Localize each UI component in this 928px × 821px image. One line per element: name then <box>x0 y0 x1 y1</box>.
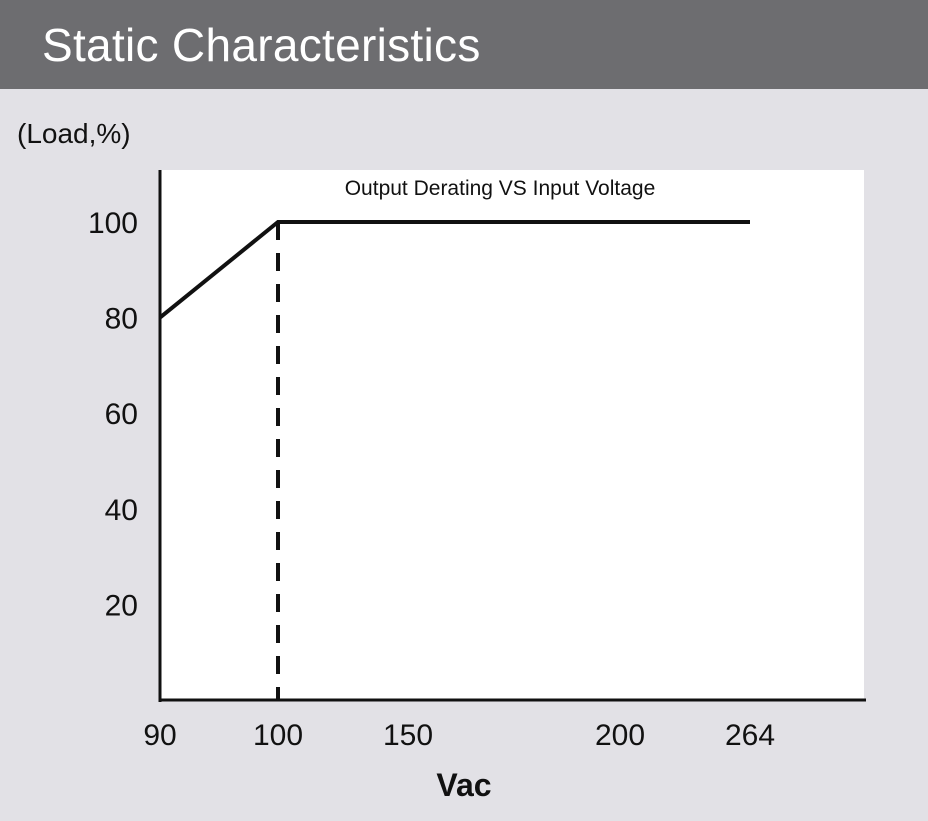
x-tick-label-100: 100 <box>253 719 303 752</box>
y-tick-label-20: 20 <box>105 589 138 622</box>
x-tick-label-150: 150 <box>383 719 433 752</box>
header-bar: Static Characteristics <box>0 0 928 89</box>
y-tick-label-80: 80 <box>105 303 138 336</box>
y-axis-label: (Load,%) <box>17 118 131 149</box>
series-line-0 <box>158 220 750 320</box>
chart-title: Output Derating VS Input Voltage <box>345 177 656 200</box>
y-tick-label-40: 40 <box>105 494 138 527</box>
y-tick-label-60: 60 <box>105 398 138 431</box>
x-tick-label-90: 90 <box>143 719 176 752</box>
x-tick-label-264: 264 <box>725 719 775 752</box>
page-title: Static Characteristics <box>42 19 481 71</box>
y-tick-label-100: 100 <box>88 207 138 240</box>
plot-area <box>160 170 864 700</box>
x-tick-label-200: 200 <box>595 719 645 752</box>
x-axis-label-text: Vac <box>436 767 492 803</box>
x-axis-label: Vac <box>0 769 928 801</box>
